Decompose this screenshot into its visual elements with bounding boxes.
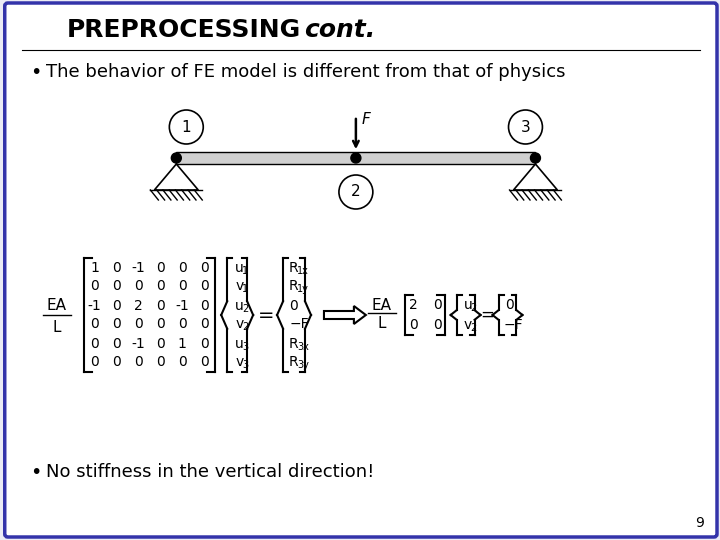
Text: 2: 2 <box>351 185 361 199</box>
Text: -1: -1 <box>132 336 145 350</box>
Text: 0: 0 <box>200 318 209 332</box>
Text: 0: 0 <box>90 280 99 294</box>
Text: 1: 1 <box>242 266 248 275</box>
Text: =: = <box>481 306 495 324</box>
Text: 1: 1 <box>178 336 186 350</box>
Circle shape <box>339 175 373 209</box>
Text: PREPROCESSING: PREPROCESSING <box>67 18 301 42</box>
Text: 0: 0 <box>433 298 442 312</box>
Circle shape <box>531 153 541 163</box>
Text: 0: 0 <box>178 318 186 332</box>
Text: 1x: 1x <box>297 266 309 275</box>
Text: The behavior of FE model is different from that of physics: The behavior of FE model is different fr… <box>45 63 565 81</box>
Text: 0: 0 <box>134 280 143 294</box>
Text: 0: 0 <box>90 355 99 369</box>
Text: 2: 2 <box>242 303 248 314</box>
Text: 0: 0 <box>200 336 209 350</box>
Text: 0: 0 <box>156 355 165 369</box>
Text: 3y: 3y <box>297 361 309 370</box>
Text: 0: 0 <box>112 336 121 350</box>
Text: 0: 0 <box>112 318 121 332</box>
Text: v: v <box>235 355 243 369</box>
Text: L: L <box>53 320 61 334</box>
Text: R: R <box>289 260 299 274</box>
Text: u: u <box>464 298 472 312</box>
Circle shape <box>351 153 361 163</box>
Text: v: v <box>235 280 243 294</box>
Circle shape <box>169 110 203 144</box>
Text: R: R <box>289 355 299 369</box>
Text: 0: 0 <box>90 318 99 332</box>
FancyArrow shape <box>324 306 366 324</box>
Text: 3x: 3x <box>297 341 309 352</box>
Text: 0: 0 <box>156 336 165 350</box>
Text: 0: 0 <box>112 355 121 369</box>
Text: −F: −F <box>503 318 523 332</box>
Text: R: R <box>289 280 299 294</box>
Text: No stiffness in the vertical direction!: No stiffness in the vertical direction! <box>45 463 374 481</box>
Text: 1: 1 <box>181 119 191 134</box>
Text: =: = <box>258 306 274 325</box>
Polygon shape <box>154 164 198 190</box>
FancyBboxPatch shape <box>176 152 536 164</box>
Text: 2: 2 <box>410 298 418 312</box>
Text: u: u <box>235 336 244 350</box>
Text: 2: 2 <box>471 303 477 313</box>
Text: 0: 0 <box>112 299 121 313</box>
FancyBboxPatch shape <box>5 3 717 537</box>
Text: -1: -1 <box>176 299 189 313</box>
Text: 0: 0 <box>112 260 121 274</box>
Circle shape <box>508 110 542 144</box>
Text: 2: 2 <box>134 299 143 313</box>
Text: −F: −F <box>289 318 309 332</box>
Text: 0: 0 <box>433 318 442 332</box>
Text: 0: 0 <box>112 280 121 294</box>
Text: 0: 0 <box>200 260 209 274</box>
Polygon shape <box>513 164 557 190</box>
Text: 0: 0 <box>289 299 298 313</box>
Text: v: v <box>464 318 472 332</box>
Text: 1y: 1y <box>297 285 309 294</box>
Text: u: u <box>235 260 244 274</box>
Text: L: L <box>377 315 386 330</box>
Text: 0: 0 <box>410 318 418 332</box>
Text: 3: 3 <box>242 361 248 370</box>
Text: -1: -1 <box>132 260 145 274</box>
Text: •: • <box>30 63 41 82</box>
Text: 1: 1 <box>90 260 99 274</box>
Text: 1: 1 <box>242 285 248 294</box>
Text: cont.: cont. <box>304 18 375 42</box>
Text: 0: 0 <box>200 280 209 294</box>
Text: 0: 0 <box>156 260 165 274</box>
Text: 0: 0 <box>156 280 165 294</box>
Text: 0: 0 <box>156 299 165 313</box>
Text: 3: 3 <box>242 341 248 352</box>
Text: 0: 0 <box>200 355 209 369</box>
Text: 0: 0 <box>178 355 186 369</box>
Text: v: v <box>235 318 243 332</box>
Text: •: • <box>30 462 41 482</box>
Text: 0: 0 <box>178 260 186 274</box>
Text: 2: 2 <box>242 322 248 333</box>
Text: F: F <box>362 112 371 127</box>
Text: 0: 0 <box>134 318 143 332</box>
Text: EA: EA <box>372 298 392 313</box>
Text: 0: 0 <box>90 336 99 350</box>
Text: R: R <box>289 336 299 350</box>
Text: 3: 3 <box>521 119 531 134</box>
Text: 0: 0 <box>505 298 514 312</box>
Text: -1: -1 <box>88 299 102 313</box>
Text: u: u <box>235 299 244 313</box>
Text: 0: 0 <box>200 299 209 313</box>
Text: 0: 0 <box>134 355 143 369</box>
Text: 0: 0 <box>178 280 186 294</box>
Text: 0: 0 <box>156 318 165 332</box>
Text: 2: 2 <box>471 323 477 333</box>
Text: 9: 9 <box>696 516 704 530</box>
Circle shape <box>171 153 181 163</box>
Text: EA: EA <box>47 298 67 313</box>
